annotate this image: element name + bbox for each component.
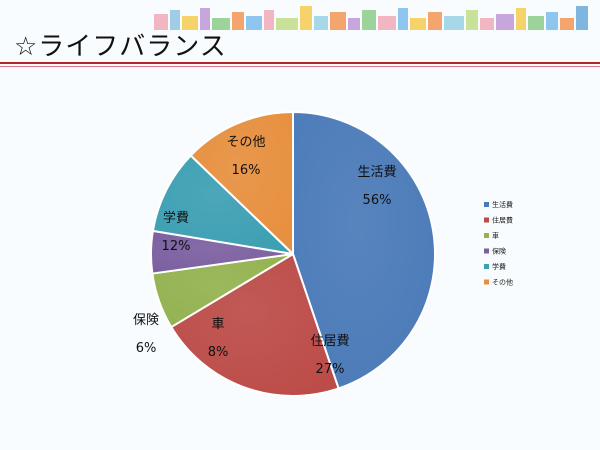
legend-swatch-insurance [484, 248, 489, 254]
legend-swatch-living-cost [484, 202, 489, 207]
legend-label-living-cost: 生活費 [492, 200, 513, 209]
legend-swatch-housing-cost [484, 217, 489, 223]
slice-percent-tuition: 12% [162, 239, 191, 254]
legend-label-other: その他 [492, 278, 513, 287]
pie-slice-living-cost [292, 111, 436, 390]
slice-percent-living-cost: 56% [363, 193, 392, 208]
slice-percent-car: 8% [208, 345, 229, 360]
legend-swatch-tuition [484, 264, 489, 269]
pie-slice-housing-cost [170, 253, 340, 397]
legend-label-insurance: 保険 [492, 247, 506, 256]
slice-label-housing-cost: 住居費 [310, 334, 349, 349]
slice-percent-housing-cost: 27% [316, 362, 345, 377]
pie-slice-other [189, 111, 294, 255]
slice-label-car: 車 [211, 317, 224, 332]
pie-slice-tuition [151, 154, 294, 255]
slice-percent-insurance: 6% [136, 341, 157, 356]
slice-label-living-cost: 生活費 [357, 165, 396, 180]
townscape-illustration [154, 6, 588, 30]
legend-swatch-other [484, 279, 489, 285]
title-underline [0, 62, 600, 64]
slide-title: ☆ライフバランス [14, 32, 227, 62]
slice-label-tuition: 学費 [163, 210, 189, 226]
legend-swatch-car [484, 233, 489, 238]
slice-label-insurance: 保険 [133, 313, 159, 328]
slice-percent-other: 16% [232, 163, 261, 178]
slice-label-other: その他 [226, 135, 265, 150]
legend-label-car: 車 [492, 231, 499, 240]
legend-label-tuition: 学費 [492, 262, 506, 271]
title-underline-thin [0, 66, 600, 67]
legend-label-housing-cost: 住居費 [492, 216, 513, 225]
